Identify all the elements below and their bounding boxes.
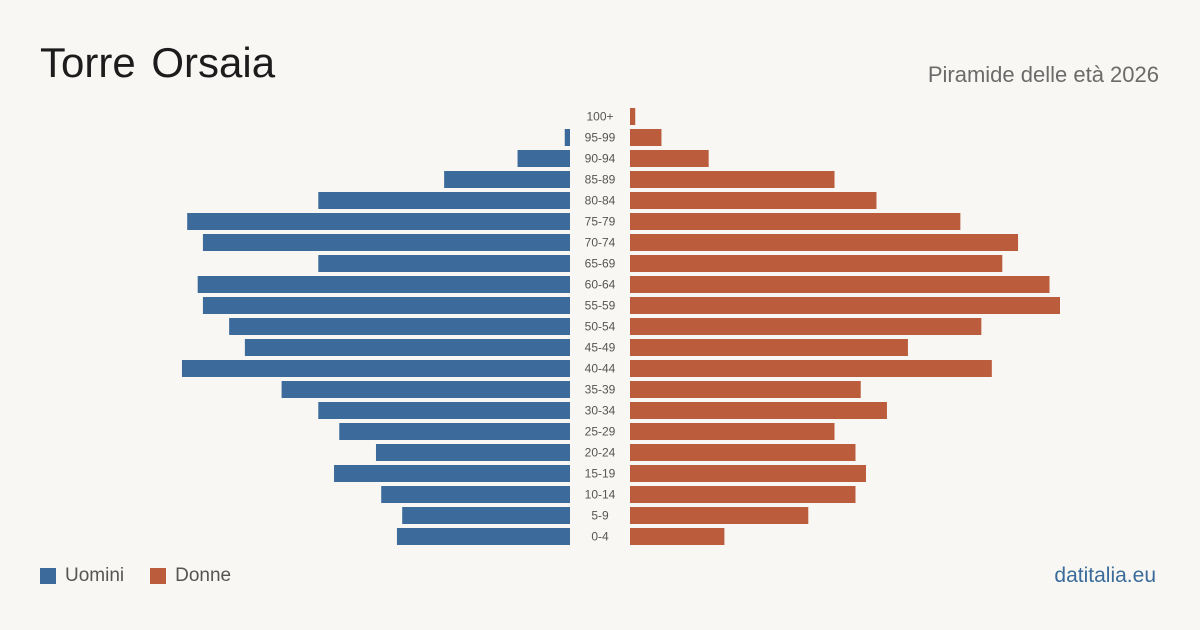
bar-men-15-19 [334, 465, 570, 482]
age-label-45-49: 45-49 [585, 341, 616, 355]
bar-women-25-29 [630, 423, 835, 440]
bar-men-55-59 [202, 297, 571, 314]
bar-women-75-79 [630, 213, 961, 230]
bar-men-85-89 [444, 171, 570, 188]
bar-men-20-24 [375, 444, 570, 461]
bar-men-10-14 [381, 486, 570, 503]
age-label-70-74: 70-74 [585, 236, 616, 250]
chart-subtitle: Piramide delle età 2026 [927, 62, 1159, 87]
bar-men-65-69 [318, 255, 570, 272]
age-label-65-69: 65-69 [585, 257, 616, 271]
bar-women-90-94 [630, 150, 709, 167]
bar-women-30-34 [630, 402, 887, 419]
age-label-0-4: 0-4 [591, 530, 609, 544]
age-label-80-84: 80-84 [585, 194, 616, 208]
bar-men-95-99 [564, 129, 570, 146]
bar-women-60-64 [630, 276, 1050, 293]
bar-men-45-49 [244, 339, 570, 356]
legend: Uomini Donne [40, 565, 257, 587]
bar-women-35-39 [630, 381, 861, 398]
bar-women-45-49 [630, 339, 908, 356]
age-label-60-64: 60-64 [585, 278, 616, 292]
age-label-35-39: 35-39 [585, 383, 616, 397]
bar-men-70-74 [202, 234, 571, 251]
bar-women-20-24 [630, 444, 856, 461]
bar-men-80-84 [318, 192, 570, 209]
bar-men-90-94 [517, 150, 570, 167]
legend-label-women: Donne [175, 565, 232, 586]
bar-women-40-44 [630, 360, 992, 377]
legend-swatch-men [40, 568, 56, 584]
bar-women-100+ [630, 108, 636, 125]
bar-men-0-4 [396, 528, 570, 545]
age-label-30-34: 30-34 [585, 404, 616, 418]
age-label-85-89: 85-89 [585, 173, 616, 187]
bar-men-5-9 [402, 507, 570, 524]
bar-women-10-14 [630, 486, 856, 503]
bar-men-50-54 [229, 318, 570, 335]
bar-women-95-99 [630, 129, 662, 146]
bar-women-70-74 [630, 234, 1019, 251]
age-label-100+: 100+ [586, 110, 613, 124]
bar-women-5-9 [630, 507, 809, 524]
age-label-15-19: 15-19 [585, 467, 616, 481]
bar-men-30-34 [318, 402, 570, 419]
bar-women-85-89 [630, 171, 835, 188]
age-label-75-79: 75-79 [585, 215, 616, 229]
age-label-90-94: 90-94 [585, 152, 616, 166]
source-link[interactable]: datitalia.eu [1054, 564, 1156, 587]
age-label-5-9: 5-9 [591, 509, 609, 523]
bar-women-15-19 [630, 465, 866, 482]
legend-label-men: Uomini [65, 565, 125, 586]
bar-men-25-29 [339, 423, 570, 440]
age-label-10-14: 10-14 [585, 488, 616, 502]
age-label-25-29: 25-29 [585, 425, 616, 439]
bar-women-0-4 [630, 528, 725, 545]
bar-women-55-59 [630, 297, 1060, 314]
legend-swatch-women [150, 568, 167, 584]
age-label-40-44: 40-44 [585, 362, 616, 376]
age-label-95-99: 95-99 [585, 131, 616, 145]
bar-men-60-64 [197, 276, 570, 293]
age-label-50-54: 50-54 [585, 320, 616, 334]
bar-women-65-69 [630, 255, 1003, 272]
bar-men-75-79 [187, 213, 570, 230]
age-label-20-24: 20-24 [585, 446, 616, 460]
chart-title: Torre Orsaia [40, 39, 276, 86]
bar-women-80-84 [630, 192, 877, 209]
age-label-55-59: 55-59 [585, 299, 616, 313]
legend-item-women: Donne [150, 565, 231, 587]
legend-item-men: Uomini [40, 565, 124, 587]
bar-women-50-54 [630, 318, 982, 335]
bar-men-35-39 [281, 381, 570, 398]
bar-men-40-44 [181, 360, 570, 377]
